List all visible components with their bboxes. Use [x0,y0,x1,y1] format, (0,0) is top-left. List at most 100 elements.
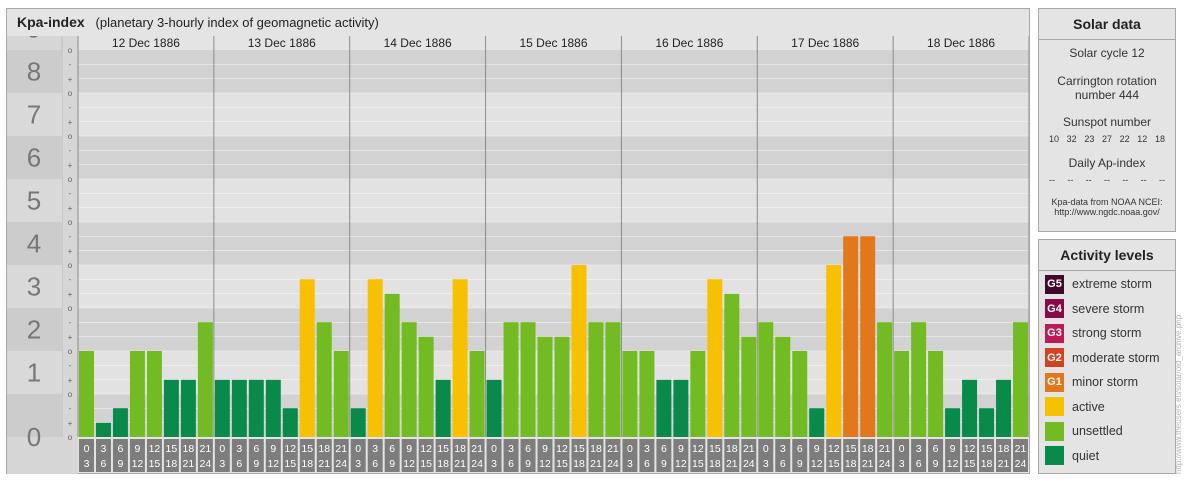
time-start-label: 15 [981,443,993,455]
time-box [265,439,281,472]
activity-levels-panel: Activity levels G5 extreme storm G4 seve… [1038,239,1176,474]
y-tick-label: 4 [27,229,41,259]
kp-bar [707,279,723,437]
time-start-label: 0 [763,443,769,455]
y-minor-tick: - [69,189,72,198]
carrington-line-1: Carrington rotation [1057,74,1157,88]
time-end-label: 24 [471,458,483,470]
time-end-label: 24 [335,458,347,470]
y-minor-tick: + [68,204,73,213]
y-band [78,136,1029,179]
legend-item-active: active [1045,397,1105,417]
y-minor-tick: o [68,390,73,399]
legend-item-minor-storm: G1 minor storm [1045,372,1138,392]
sunspot-value: 27 [1101,134,1112,144]
time-box [282,439,298,472]
legend-item-strong-storm: G3 strong storm [1045,323,1141,343]
time-start-label: 0 [491,443,497,455]
time-box [605,439,621,472]
kp-bar [163,379,179,437]
kp-bar [282,408,298,437]
time-end-label: 24 [1015,458,1027,470]
time-end-label: 24 [200,458,212,470]
y-minor-tick: o [68,175,73,184]
time-box [843,439,859,472]
time-box [826,439,842,472]
kp-bar [979,408,995,437]
legend-swatch-g1: G1 [1045,372,1064,392]
kp-bar [673,379,689,437]
kp-bar [95,422,111,437]
time-start-label: 21 [471,443,483,455]
time-end-label: 9 [253,458,259,470]
ap-value: -- [1085,175,1092,185]
time-box [724,439,740,472]
legend-item-moderate-storm: G2 moderate storm [1045,348,1160,368]
time-end-label: 3 [491,458,497,470]
time-box [588,439,604,472]
kp-bar [350,408,366,437]
day-label: 17 Dec 1886 [791,36,859,50]
kp-bar [588,322,604,437]
time-end-label: 3 [219,458,225,470]
time-end-label: 6 [372,458,378,470]
y-minor-tick: o [68,132,73,141]
time-start-label: 21 [879,443,891,455]
time-box [350,439,366,472]
time-box [996,439,1012,472]
time-start-label: 12 [420,443,432,455]
legend-label: severe storm [1072,301,1145,316]
kp-bar [401,322,417,437]
day-label: 16 Dec 1886 [655,36,723,50]
time-end-label: 24 [607,458,619,470]
time-end-label: 9 [118,458,124,470]
time-end-label: 15 [828,458,840,470]
time-start-label: 12 [284,443,296,455]
time-start-label: 6 [797,443,803,455]
y-minor-tick: + [68,376,73,385]
time-end-label: 21 [183,458,195,470]
time-box [503,439,519,472]
time-end-label: 9 [661,458,667,470]
time-end-label: 21 [862,458,874,470]
y-minor-tick: + [68,161,73,170]
time-end-label: 12 [267,458,279,470]
time-start-label: 12 [149,443,161,455]
time-start-label: 18 [726,443,738,455]
time-end-label: 18 [301,458,313,470]
time-start-label: 0 [899,443,905,455]
time-end-label: 9 [797,458,803,470]
kp-bar [809,408,825,437]
y-minor-tick: - [69,361,72,370]
time-start-label: 9 [950,443,956,455]
time-start-label: 9 [814,443,820,455]
y-tick-label: 2 [27,315,41,345]
y-axis-cell [7,136,62,179]
time-box [129,439,145,472]
kp-bar [741,336,757,437]
legend-label: extreme storm [1072,277,1152,291]
solar-cycle: Solar cycle 12 [1069,46,1145,60]
kp-bar [180,379,196,437]
kp-bar [724,293,740,437]
legend-label: unsettled [1072,424,1123,438]
time-box [95,439,111,472]
time-box [486,439,502,472]
time-end-label: 9 [933,458,939,470]
time-box [894,439,910,472]
time-box [401,439,417,472]
y-band [78,179,1029,222]
time-end-label: 6 [236,458,242,470]
kp-bar [469,351,485,437]
time-start-label: 15 [166,443,178,455]
source-credit: http://www.theusers.eu/solar/old_archive… [1174,314,1183,474]
time-start-label: 18 [862,443,874,455]
y-axis-cell [7,50,62,93]
y-axis-cell [7,351,62,394]
kp-bar [418,336,434,437]
sunspot-value: 23 [1084,134,1095,144]
y-axis-cell [7,179,62,222]
time-end-label: 3 [627,458,633,470]
time-box [673,439,689,472]
kp-bar [112,408,128,437]
